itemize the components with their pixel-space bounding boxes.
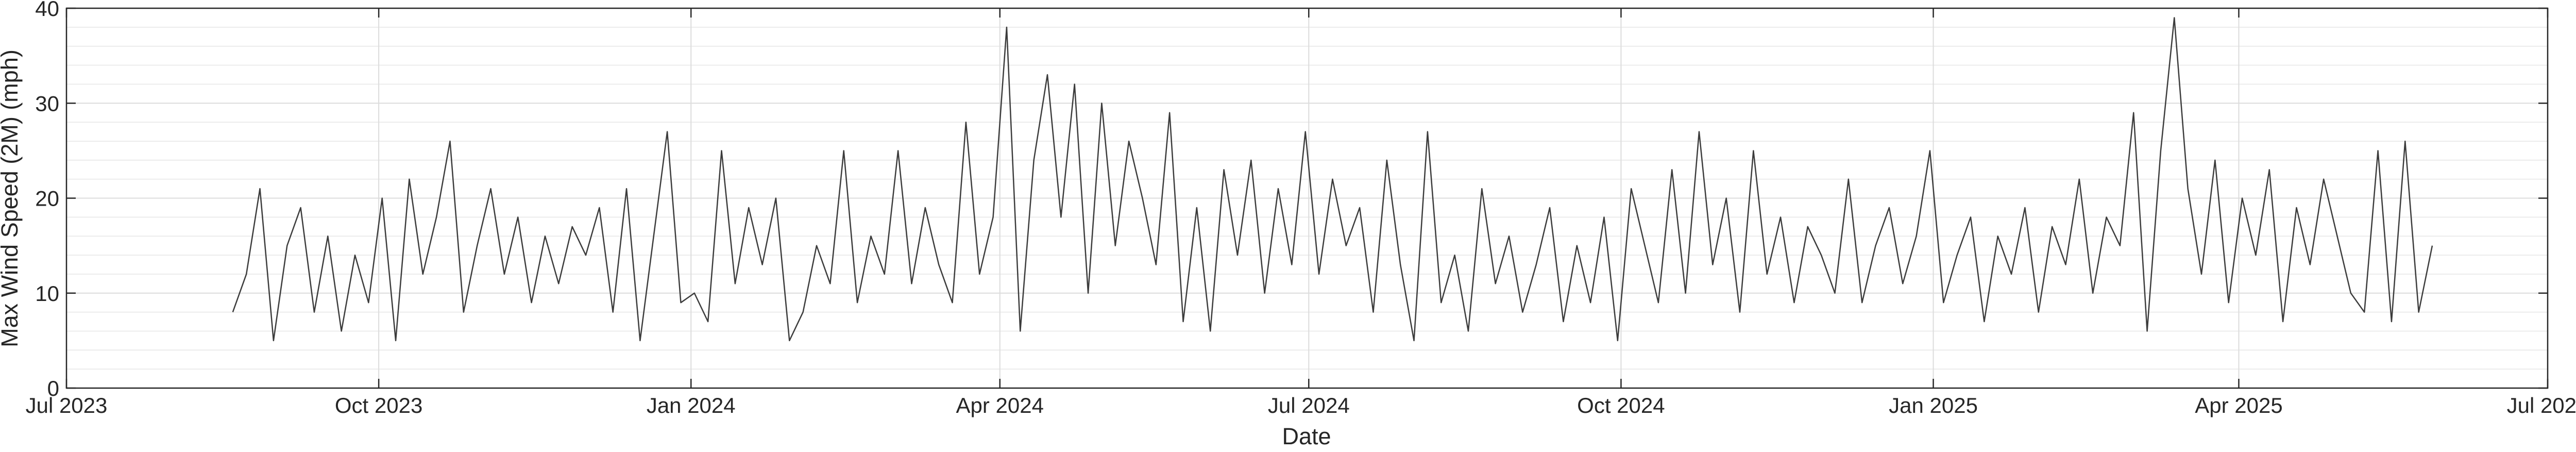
x-tick-label: Jan 2024 bbox=[647, 393, 736, 417]
line-series bbox=[232, 17, 2433, 342]
x-tick-label: Oct 2023 bbox=[335, 393, 422, 417]
y-tick-label: 0 bbox=[47, 376, 59, 400]
x-tick-label: Apr 2025 bbox=[2195, 393, 2282, 417]
y-tick-label: 30 bbox=[35, 91, 59, 115]
y-tick-label: 20 bbox=[35, 187, 59, 211]
y-tick-label: 10 bbox=[35, 281, 59, 306]
x-tick-label: Apr 2024 bbox=[956, 393, 1044, 417]
y-tick-label: 40 bbox=[35, 0, 59, 21]
x-axis-label: Date bbox=[1282, 423, 1331, 449]
y-axis-label: Max Wind Speed (2M) (mph) bbox=[0, 49, 23, 347]
x-tick-label: Jul 2024 bbox=[1268, 393, 1350, 417]
x-tick-label: Jul 2025 bbox=[2507, 393, 2576, 417]
x-tick-label: Jul 2023 bbox=[26, 393, 108, 417]
x-tick-label: Jan 2025 bbox=[1889, 393, 1978, 417]
x-tick-label: Oct 2024 bbox=[1577, 393, 1665, 417]
plot-frame bbox=[65, 7, 2549, 389]
